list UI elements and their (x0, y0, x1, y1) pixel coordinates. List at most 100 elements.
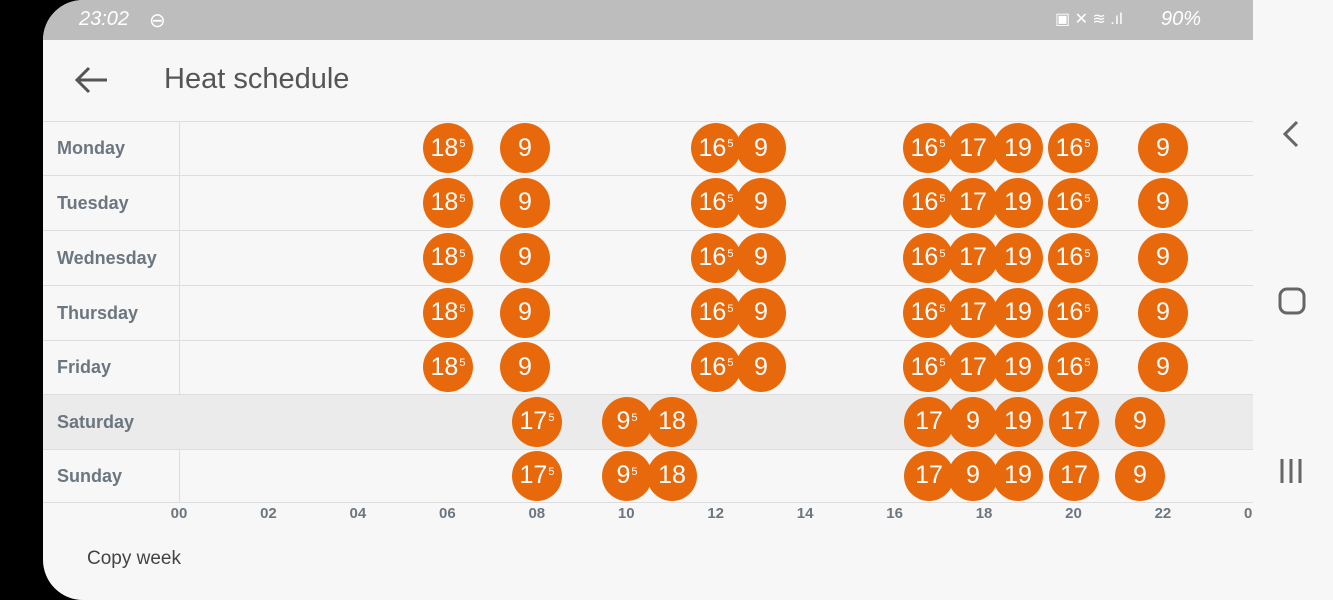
setpoint[interactable]: 17 (1049, 450, 1099, 501)
setpoint[interactable]: 9 (736, 123, 786, 173)
day-label: Thursday (57, 302, 139, 323)
setpoint[interactable]: 18 5 (423, 342, 473, 392)
setpoint[interactable]: 17 (904, 450, 954, 501)
setpoint[interactable]: 16 5 (1048, 123, 1098, 173)
setpoint[interactable]: 17 (948, 177, 998, 228)
setpoint-value: 16 (1055, 352, 1084, 381)
setpoint[interactable]: 17 5 (512, 450, 562, 501)
setpoint[interactable]: 16 5 (903, 232, 953, 283)
setpoint[interactable]: 9 (1138, 177, 1188, 228)
setpoint[interactable]: 17 (1049, 396, 1099, 447)
time-tick-label: 06 (439, 505, 456, 522)
setpoint-fraction: 5 (459, 302, 466, 315)
setpoint[interactable]: 9 (500, 123, 550, 173)
setpoint-fraction: 5 (459, 247, 466, 260)
setpoint-value: 17 (959, 243, 987, 271)
time-tick-label: 18 (975, 505, 993, 522)
grid-bottom (43, 502, 1253, 503)
day-label: Monday (57, 138, 126, 158)
setpoint[interactable]: 18 (647, 450, 697, 501)
nav-back[interactable] (1277, 118, 1307, 150)
copy-week-button[interactable]: Copy week (87, 548, 181, 569)
setpoint[interactable]: 19 (993, 396, 1043, 447)
setpoint[interactable]: 9 (1138, 342, 1188, 392)
setpoint[interactable]: 9 (736, 287, 786, 338)
setpoint[interactable]: 19 (993, 342, 1043, 392)
setpoint-fraction: 5 (1084, 302, 1091, 315)
setpoint[interactable]: 9 (948, 396, 998, 447)
setpoint-fraction: 5 (459, 357, 466, 369)
setpoint[interactable]: 16 5 (691, 287, 741, 338)
setpoint[interactable]: 16 5 (691, 123, 741, 173)
setpoint-value: 17 (519, 407, 548, 435)
setpoint[interactable]: 19 (993, 123, 1043, 173)
setpoint[interactable]: 19 (993, 177, 1043, 228)
setpoint[interactable]: 19 (993, 287, 1043, 338)
setpoint[interactable]: 9 (500, 287, 550, 338)
setpoint[interactable]: 16 5 (691, 232, 741, 283)
setpoint-value: 16 (910, 352, 939, 381)
setpoint[interactable]: 18 5 (423, 123, 473, 173)
nav-recents[interactable] (1277, 456, 1307, 486)
setpoint[interactable]: 9 (1138, 232, 1188, 283)
setpoint[interactable]: 16 5 (1048, 342, 1098, 392)
setpoint-fraction: 5 (727, 192, 734, 205)
setpoint[interactable]: 18 (647, 396, 697, 447)
setpoint[interactable]: 9 (736, 232, 786, 283)
setpoint[interactable]: 16 5 (903, 287, 953, 338)
setpoint[interactable]: 9 (948, 450, 998, 501)
setpoint[interactable]: 17 (904, 396, 954, 447)
setpoint-value: 17 (915, 461, 943, 489)
setpoint[interactable]: 9 (736, 342, 786, 392)
setpoint-value: 9 (1156, 133, 1170, 162)
setpoint[interactable]: 16 5 (903, 123, 953, 173)
setpoint[interactable]: 16 5 (691, 342, 741, 392)
setpoint[interactable]: 16 5 (1048, 177, 1098, 228)
time-tick-label: 10 (617, 505, 635, 522)
screen: 23:02 ⊖ ▣ ✕ ≋ .ıl 90% Heat schedule Mond… (43, 0, 1253, 600)
setpoint[interactable]: 9 (1138, 123, 1188, 173)
schedule-row: Friday (43, 340, 1253, 395)
nav-bar (1253, 0, 1333, 600)
setpoint[interactable]: 17 (948, 123, 998, 173)
setpoint-value: 16 (910, 298, 939, 326)
nav-home[interactable] (1277, 286, 1307, 316)
setpoint[interactable]: 18 5 (423, 232, 473, 283)
setpoint[interactable]: 16 5 (903, 342, 953, 392)
setpoint[interactable]: 9 (1115, 450, 1165, 501)
setpoint[interactable]: 9 (500, 177, 550, 228)
setpoint[interactable]: 17 5 (512, 396, 562, 447)
setpoint[interactable]: 9 (500, 232, 550, 283)
setpoint[interactable]: 16 5 (691, 177, 741, 228)
setpoint-value: 16 (698, 188, 727, 216)
setpoint[interactable]: 16 5 (1048, 287, 1098, 338)
time-tick-label: 04 (349, 505, 367, 522)
setpoint[interactable]: 16 5 (1048, 232, 1098, 283)
setpoint-fraction: 5 (631, 465, 638, 478)
back-button[interactable] (73, 64, 109, 96)
schedule-row: Sunday (43, 449, 1253, 503)
setpoint[interactable]: 16 5 (903, 177, 953, 228)
setpoint-value: 17 (1060, 461, 1088, 489)
setpoint[interactable]: 9 (500, 342, 550, 392)
setpoint[interactable]: 17 (948, 287, 998, 338)
setpoint-value: 9 (966, 407, 980, 435)
setpoint[interactable]: 9 (1115, 396, 1165, 447)
setpoint[interactable]: 19 (993, 450, 1043, 501)
setpoint[interactable]: 18 5 (423, 177, 473, 228)
setpoint[interactable]: 19 (993, 232, 1043, 283)
setpoint-value: 16 (910, 188, 939, 216)
setpoint[interactable]: 17 (948, 232, 998, 283)
setpoint[interactable]: 9 (736, 177, 786, 228)
setpoint-value: 17 (915, 407, 943, 435)
setpoint-value: 9 (1133, 461, 1147, 489)
setpoint-fraction: 5 (939, 192, 946, 205)
setpoint[interactable]: 17 (948, 342, 998, 392)
setpoint[interactable]: 18 5 (423, 287, 473, 338)
setpoint-fraction: 5 (727, 302, 734, 315)
setpoint[interactable]: 9 (1138, 287, 1188, 338)
setpoint-value: 16 (1055, 243, 1084, 271)
setpoint-value: 16 (1055, 133, 1084, 162)
